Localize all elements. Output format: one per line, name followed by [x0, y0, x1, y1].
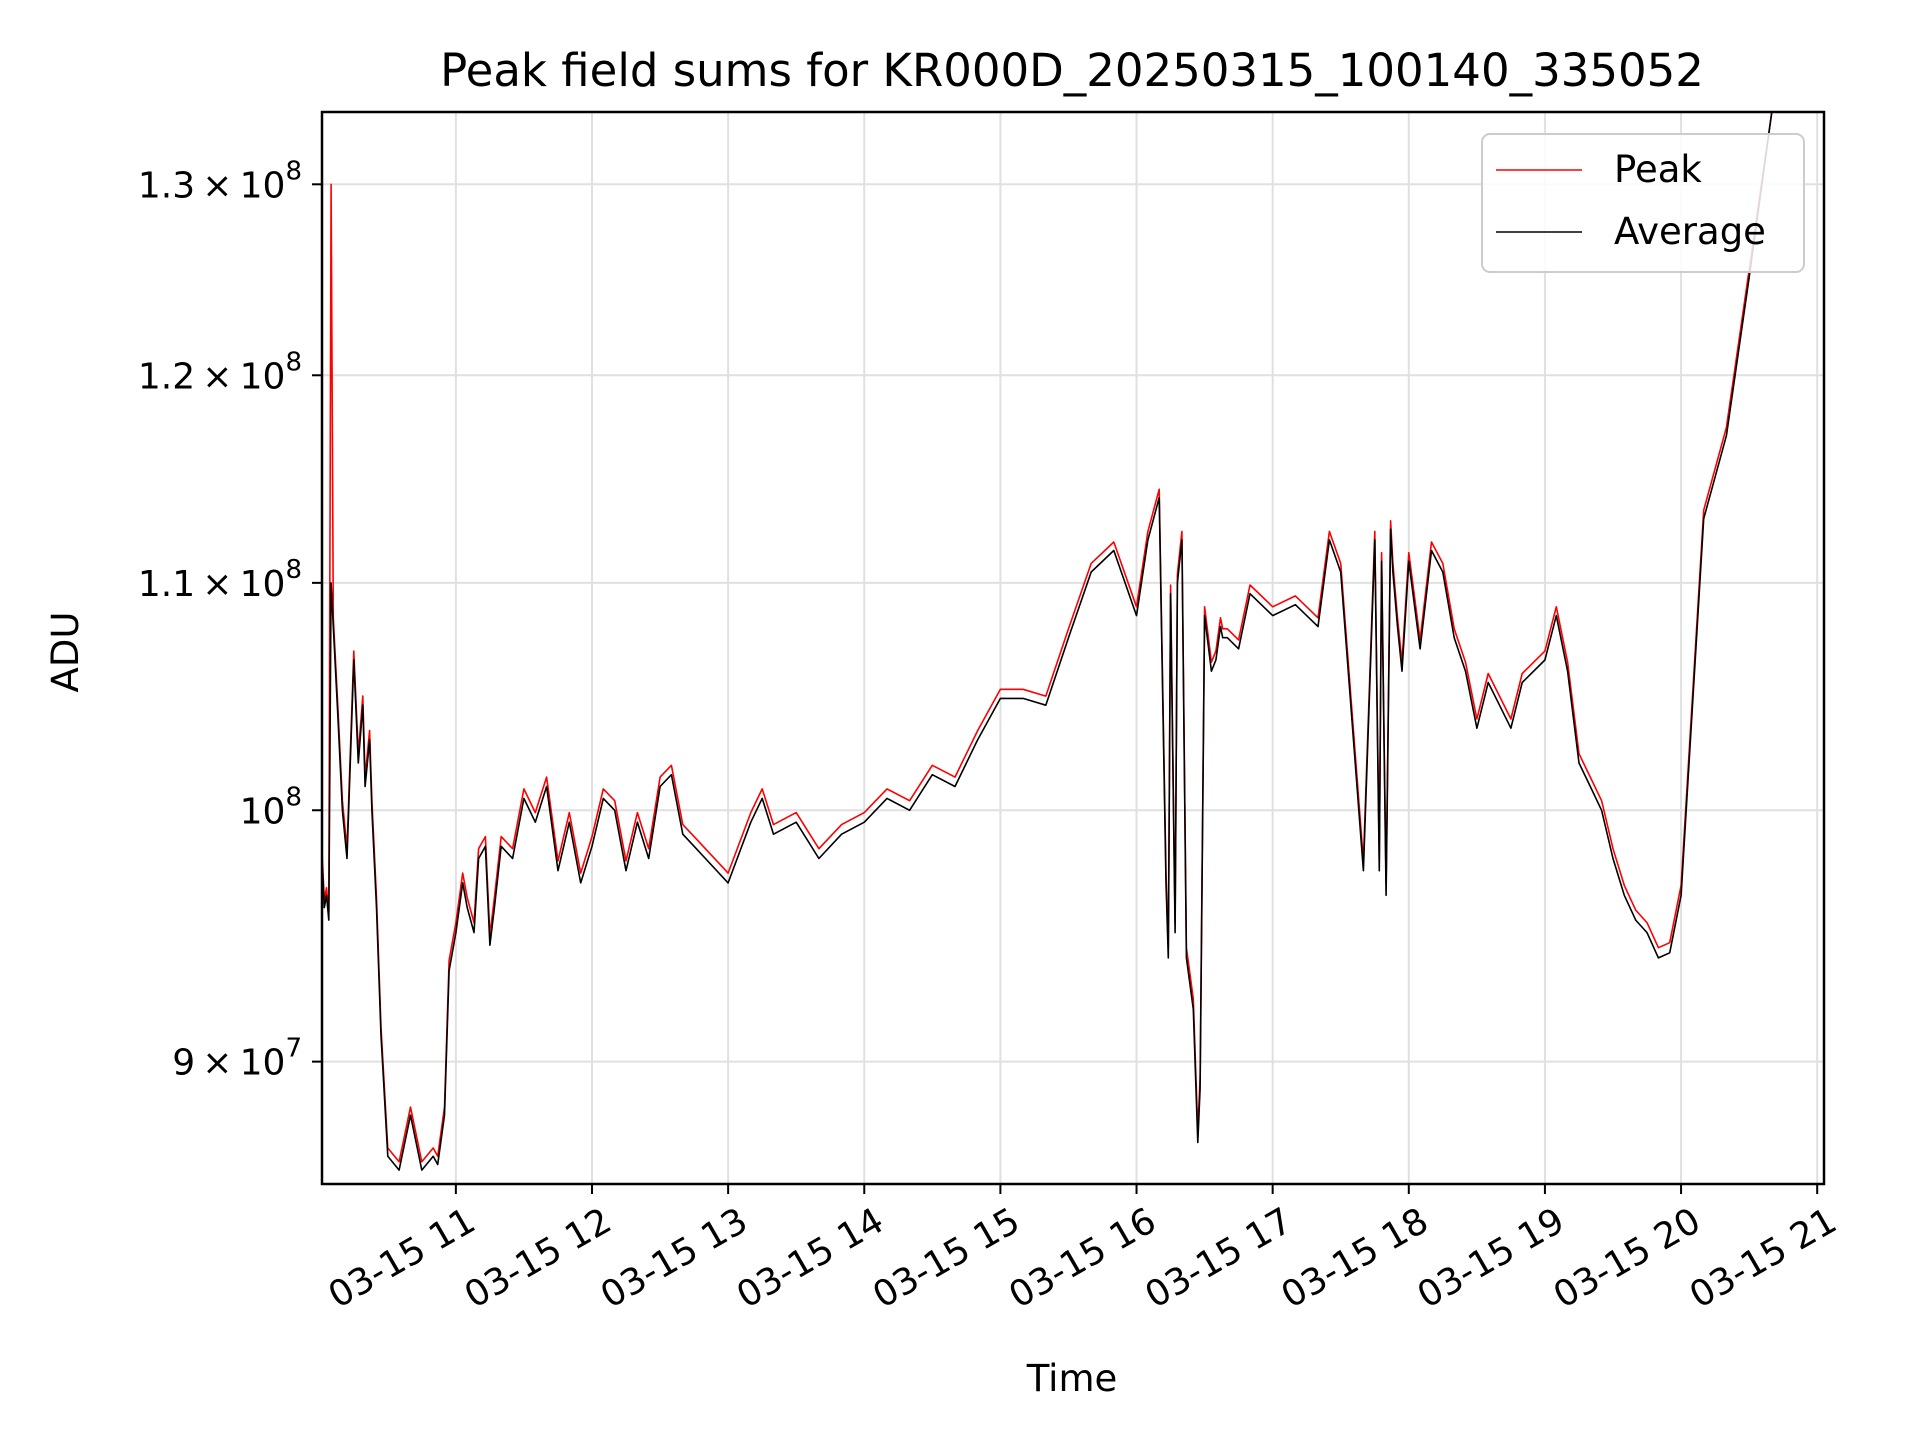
y-tick-mantissa: 1.2 × 10 — [138, 356, 286, 397]
y-tick-exponent: 8 — [285, 347, 302, 377]
y-tick-label: 1.1 × 108 — [138, 555, 302, 605]
plot-area — [322, 112, 1773, 1171]
y-tick-label: 1.2 × 108 — [138, 347, 302, 397]
axes-frame — [320, 110, 1826, 1186]
chart-title: Peak field sums for KR000D_20250315_1001… — [440, 44, 1704, 97]
y-tick-mantissa: 1.1 × 10 — [138, 564, 286, 605]
legend-average-label: Average — [1614, 210, 1766, 253]
y-axis-label: ADU — [44, 612, 87, 693]
y-tick-exponent: 8 — [285, 555, 302, 585]
y-tick-mantissa: 1.3 × 10 — [138, 165, 286, 206]
y-tick-mantissa: 10 — [240, 791, 286, 832]
series-group — [322, 112, 1773, 1171]
y-tick-exponent: 8 — [285, 156, 302, 186]
y-tick-label: 9 × 107 — [172, 1034, 302, 1084]
y-tick-label: 1.3 × 108 — [138, 156, 302, 206]
average-series-line — [322, 112, 1773, 1171]
y-tick-exponent: 7 — [285, 1034, 302, 1064]
y-tick-label: 108 — [240, 782, 302, 832]
legend: Peak Average — [1481, 133, 1805, 273]
legend-box — [1481, 133, 1805, 273]
x-axis-label: Time — [1026, 1357, 1118, 1400]
peak-series-line — [322, 112, 1773, 1163]
legend-peak-label: Peak — [1614, 148, 1702, 191]
y-tick-mantissa: 9 × 10 — [172, 1043, 285, 1084]
y-tick-exponent: 8 — [285, 782, 302, 812]
grid — [322, 112, 1824, 1184]
